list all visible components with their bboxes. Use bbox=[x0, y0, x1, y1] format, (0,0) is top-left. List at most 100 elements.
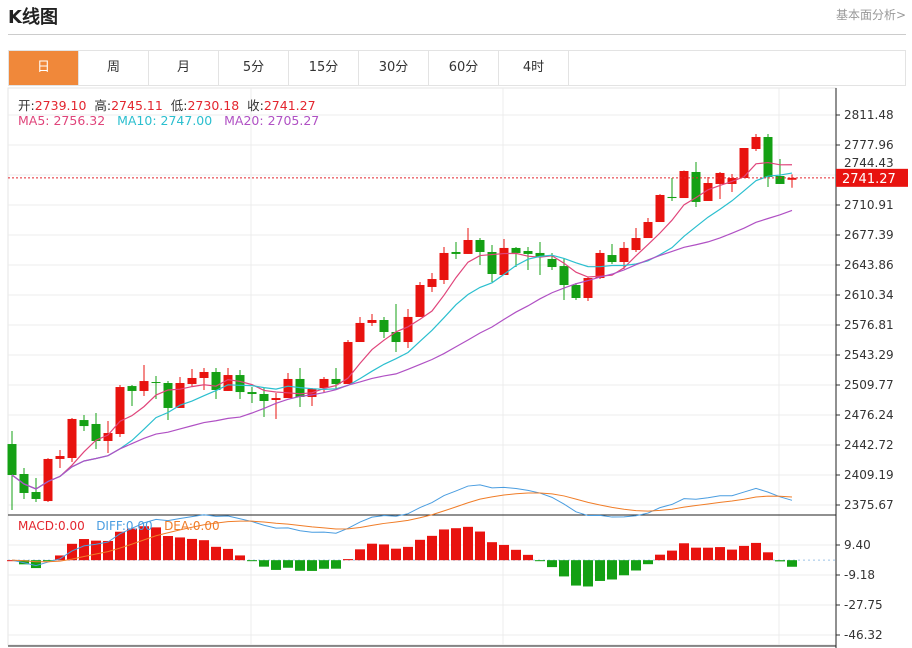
page-title: K线图 bbox=[8, 7, 58, 28]
candle-body bbox=[523, 251, 533, 254]
candle-body bbox=[223, 375, 233, 391]
tab-week[interactable]: 周 bbox=[79, 51, 149, 85]
candle-body bbox=[463, 239, 473, 254]
candle-body bbox=[211, 371, 221, 390]
candle-body bbox=[655, 194, 665, 223]
ohlc-info: 开:2739.10 高:2745.11 低:2730.18 收:2741.27 bbox=[18, 95, 316, 114]
price-tick-label: 2543.29 bbox=[844, 348, 894, 362]
candle-body bbox=[763, 136, 773, 177]
candle-body bbox=[439, 252, 449, 280]
macd-bar bbox=[727, 549, 737, 561]
candle-body bbox=[535, 252, 545, 258]
macd-bar bbox=[19, 560, 29, 565]
price-tick-label: 2409.19 bbox=[844, 468, 894, 482]
candle-body bbox=[379, 320, 389, 332]
candle-body bbox=[43, 458, 53, 502]
macd-bar bbox=[307, 560, 317, 571]
candle-body bbox=[415, 285, 425, 317]
macd-bar bbox=[415, 539, 425, 561]
ma20-value: MA20: 2705.27 bbox=[224, 113, 320, 128]
macd-bar bbox=[751, 542, 761, 561]
candle-body bbox=[679, 171, 689, 199]
macd-bar bbox=[331, 560, 341, 569]
candle-body bbox=[271, 398, 281, 401]
macd-bar bbox=[391, 548, 401, 561]
ma5-value: MA5: 2756.32 bbox=[18, 113, 106, 128]
diff-value: DIFF:0.00 bbox=[96, 519, 153, 533]
chart-frame bbox=[7, 87, 837, 646]
price-tick-label: 2777.96 bbox=[844, 138, 894, 152]
candle-body bbox=[127, 386, 137, 391]
candle-body bbox=[403, 316, 413, 343]
tab-60min[interactable]: 60分 bbox=[429, 51, 499, 85]
last-price-badge bbox=[836, 168, 908, 187]
macd-tick-label: -46.32 bbox=[844, 628, 883, 642]
macd-bar bbox=[343, 559, 353, 561]
macd-tick-label: -27.75 bbox=[844, 598, 883, 612]
candle-body bbox=[571, 285, 581, 298]
candle-body bbox=[67, 418, 77, 458]
price-tick-label: 2442.72 bbox=[844, 438, 894, 452]
fundamental-analysis-link[interactable]: 基本面分析> bbox=[835, 8, 906, 22]
dea-line bbox=[11, 492, 793, 563]
tab-30min[interactable]: 30分 bbox=[359, 51, 429, 85]
macd-bar bbox=[379, 544, 389, 561]
macd-bar bbox=[715, 547, 725, 561]
tab-5min[interactable]: 5分 bbox=[219, 51, 289, 85]
divider bbox=[8, 34, 906, 35]
price-tick-label: 2576.81 bbox=[844, 318, 894, 332]
candle-body bbox=[319, 378, 329, 389]
macd-bar bbox=[439, 529, 449, 561]
ma10-line bbox=[11, 172, 793, 490]
macd-bar bbox=[31, 560, 41, 569]
macd-bar bbox=[175, 537, 185, 561]
price-tick-label: 2509.77 bbox=[844, 378, 894, 392]
open-label: 开: bbox=[18, 98, 35, 113]
candle-body bbox=[583, 278, 593, 298]
candle-body bbox=[355, 322, 365, 343]
candle-body bbox=[247, 392, 257, 395]
low-label: 低: bbox=[170, 98, 188, 113]
macd-bar bbox=[679, 543, 689, 561]
macd-bar bbox=[283, 560, 293, 568]
macd-bar bbox=[235, 555, 245, 561]
tab-4hour[interactable]: 4时 bbox=[499, 51, 569, 85]
candle-body bbox=[475, 239, 485, 252]
tab-15min[interactable]: 15分 bbox=[289, 51, 359, 85]
candle-body bbox=[775, 176, 785, 184]
ma-info: MA5: 2756.32 MA10: 2747.00 MA20: 2705.27 bbox=[18, 113, 319, 128]
candle-body bbox=[607, 255, 617, 263]
candle-body bbox=[787, 177, 797, 180]
macd-bar bbox=[607, 560, 617, 580]
price-tick-label: 2677.39 bbox=[844, 228, 894, 242]
close-value: 2741.27 bbox=[263, 98, 316, 113]
macd-bar bbox=[199, 540, 209, 561]
price-tick-label: 2643.86 bbox=[844, 258, 894, 272]
macd-bar bbox=[547, 560, 557, 568]
macd-bar bbox=[667, 550, 677, 561]
candle-body bbox=[703, 182, 713, 201]
tab-month[interactable]: 月 bbox=[149, 51, 219, 85]
macd-bar bbox=[643, 560, 653, 565]
macd-bar bbox=[763, 552, 773, 561]
candle-body bbox=[139, 381, 149, 391]
candle-body bbox=[427, 279, 437, 287]
macd-bar bbox=[103, 540, 113, 561]
macd-tick-label: -9.18 bbox=[844, 568, 875, 582]
candle-body bbox=[451, 251, 461, 254]
candle-body bbox=[667, 196, 677, 199]
high-label: 高: bbox=[94, 98, 112, 113]
macd-bar bbox=[367, 543, 377, 561]
candle-body bbox=[199, 371, 209, 378]
candle-body bbox=[715, 172, 725, 184]
price-tick-label: 2476.24 bbox=[844, 408, 894, 422]
macd-bar bbox=[487, 542, 497, 561]
macd-bar bbox=[535, 560, 545, 562]
macd-bar bbox=[79, 539, 89, 561]
macd-bar bbox=[115, 531, 125, 561]
macd-bar bbox=[523, 554, 533, 561]
candle-body bbox=[55, 456, 65, 459]
macd-info: MACD:0.00 DIFF:0.00 DEA:0.00 bbox=[18, 519, 220, 533]
tab-day[interactable]: 日 bbox=[9, 51, 79, 85]
